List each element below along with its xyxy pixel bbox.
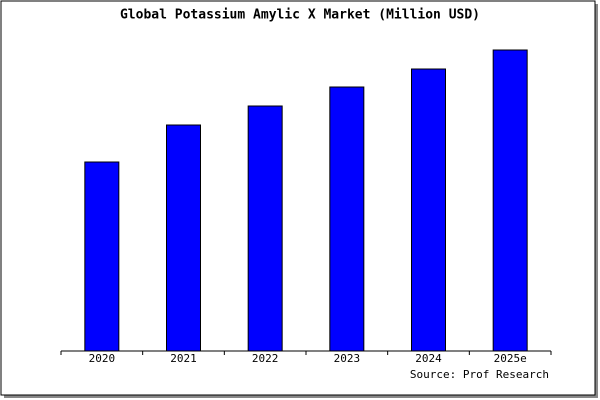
bar — [166, 124, 201, 352]
bar — [84, 161, 120, 352]
bar — [411, 68, 446, 352]
chart-title: Global Potassium Amylic X Market (Millio… — [120, 8, 480, 23]
x-tick-label: 2025e — [494, 352, 527, 365]
x-tick-label: 2020 — [89, 352, 116, 365]
x-tick-label: 2024 — [415, 352, 442, 365]
bar — [492, 49, 528, 352]
x-tick-label: 2022 — [252, 352, 279, 365]
bar — [329, 86, 365, 352]
source-note: Source: Prof Research — [410, 368, 549, 381]
bar — [247, 105, 283, 352]
x-tick-label: 2023 — [334, 352, 361, 365]
x-tick-label: 2021 — [170, 352, 197, 365]
